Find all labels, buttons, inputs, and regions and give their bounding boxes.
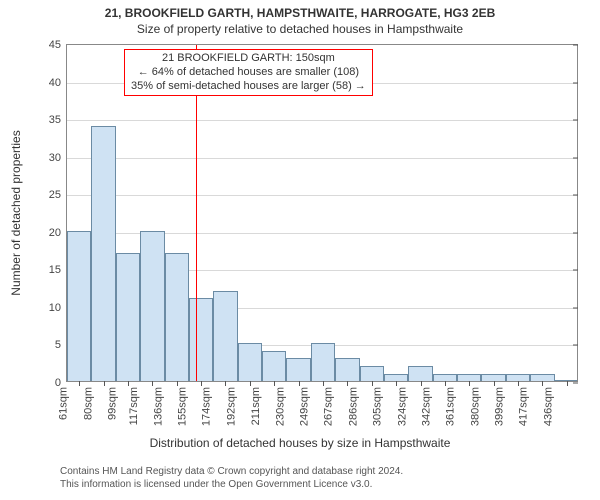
footer-credit: Contains HM Land Registry data © Crown c… xyxy=(60,466,600,491)
x-tick-label: 192sqm xyxy=(223,387,237,426)
y-tick-mark xyxy=(573,345,578,346)
plot-area: 21 BROOKFIELD GARTH: 150sqm← 64% of deta… xyxy=(66,44,578,382)
y-tick-label: 10 xyxy=(49,302,67,314)
x-tick-mark xyxy=(372,381,373,386)
histogram-bar xyxy=(433,374,457,382)
x-tick-label: 267sqm xyxy=(321,387,335,426)
x-tick-label: 155sqm xyxy=(175,387,189,426)
x-tick-mark xyxy=(79,381,80,386)
x-tick-label: 417sqm xyxy=(516,387,530,426)
x-tick-mark xyxy=(104,381,105,386)
histogram-bar xyxy=(262,351,286,381)
y-tick-mark xyxy=(573,383,578,384)
annotation-box: 21 BROOKFIELD GARTH: 150sqm← 64% of deta… xyxy=(124,49,373,96)
y-tick-mark xyxy=(573,232,578,233)
y-tick-label: 35 xyxy=(49,114,67,126)
y-tick-mark xyxy=(573,307,578,308)
y-tick-label: 45 xyxy=(49,39,67,51)
histogram-bar xyxy=(481,374,505,382)
gridline-h xyxy=(67,195,577,196)
x-tick-mark xyxy=(323,381,324,386)
x-tick-label: 286sqm xyxy=(345,387,359,426)
x-tick-label: 117sqm xyxy=(126,387,140,425)
histogram-bar xyxy=(189,298,213,381)
gridline-h xyxy=(67,120,577,121)
footer-line: Contains HM Land Registry data © Crown c… xyxy=(60,466,600,479)
x-tick-label: 211sqm xyxy=(248,387,262,425)
histogram-bar xyxy=(238,343,262,381)
y-tick-mark xyxy=(573,82,578,83)
x-tick-mark xyxy=(201,381,202,386)
x-tick-mark xyxy=(396,381,397,386)
y-tick-label: 15 xyxy=(49,264,67,276)
x-tick-mark xyxy=(299,381,300,386)
y-tick-label: 5 xyxy=(55,339,67,351)
histogram-bar xyxy=(506,374,530,382)
x-tick-label: 305sqm xyxy=(370,387,384,426)
histogram-bar xyxy=(67,231,91,381)
y-tick-mark xyxy=(573,120,578,121)
annotation-line: 21 BROOKFIELD GARTH: 150sqm xyxy=(131,52,366,66)
annotation-line: ← 64% of detached houses are smaller (10… xyxy=(131,66,366,80)
chart-subtitle: Size of property relative to detached ho… xyxy=(0,22,600,36)
x-tick-mark xyxy=(250,381,251,386)
x-tick-mark xyxy=(152,381,153,386)
x-tick-mark xyxy=(347,381,348,386)
x-tick-label: 436sqm xyxy=(540,387,554,426)
x-tick-label: 399sqm xyxy=(491,387,505,426)
x-tick-mark xyxy=(567,381,568,386)
y-tick-label: 20 xyxy=(49,227,67,239)
x-tick-mark xyxy=(445,381,446,386)
y-tick-label: 40 xyxy=(49,77,67,89)
x-tick-mark xyxy=(225,381,226,386)
y-tick-mark xyxy=(573,270,578,271)
x-tick-label: 61sqm xyxy=(56,387,70,420)
x-axis-label: Distribution of detached houses by size … xyxy=(0,436,600,450)
histogram-bar xyxy=(457,374,481,382)
x-tick-label: 174sqm xyxy=(199,387,213,426)
histogram-bar xyxy=(116,253,140,381)
chart-title: 21, BROOKFIELD GARTH, HAMPSTHWAITE, HARR… xyxy=(0,6,600,20)
x-tick-mark xyxy=(421,381,422,386)
y-tick-mark xyxy=(573,195,578,196)
x-tick-mark xyxy=(128,381,129,386)
histogram-bar xyxy=(384,374,408,382)
gridline-h xyxy=(67,158,577,159)
x-tick-mark xyxy=(542,381,543,386)
histogram-bar xyxy=(555,380,577,381)
x-tick-mark xyxy=(274,381,275,386)
y-tick-label: 25 xyxy=(49,189,67,201)
histogram-bar xyxy=(165,253,189,381)
histogram-bar xyxy=(408,366,432,381)
y-tick-mark xyxy=(573,157,578,158)
y-tick-label: 30 xyxy=(49,152,67,164)
x-tick-label: 324sqm xyxy=(394,387,408,426)
x-tick-mark xyxy=(518,381,519,386)
histogram-bar xyxy=(91,126,115,381)
y-tick-mark xyxy=(573,45,578,46)
y-axis-label: Number of detached properties xyxy=(9,130,23,295)
x-tick-label: 380sqm xyxy=(467,387,481,426)
histogram-bar xyxy=(286,358,310,381)
annotation-line: 35% of semi-detached houses are larger (… xyxy=(131,80,366,94)
histogram-bar xyxy=(360,366,384,381)
histogram-bar xyxy=(140,231,164,381)
x-tick-label: 361sqm xyxy=(443,387,457,426)
x-tick-mark xyxy=(469,381,470,386)
x-tick-label: 80sqm xyxy=(80,387,94,420)
histogram-bar xyxy=(213,291,237,381)
chart-container: 21, BROOKFIELD GARTH, HAMPSTHWAITE, HARR… xyxy=(0,0,600,500)
x-tick-label: 230sqm xyxy=(272,387,286,426)
x-tick-label: 99sqm xyxy=(104,387,118,420)
x-tick-label: 342sqm xyxy=(418,387,432,426)
x-tick-mark xyxy=(494,381,495,386)
footer-line: This information is licensed under the O… xyxy=(60,479,600,492)
histogram-bar xyxy=(311,343,335,381)
histogram-bar xyxy=(530,374,554,382)
x-tick-label: 249sqm xyxy=(296,387,310,426)
x-tick-mark xyxy=(177,381,178,386)
histogram-bar xyxy=(335,358,359,381)
x-tick-label: 136sqm xyxy=(150,387,164,426)
